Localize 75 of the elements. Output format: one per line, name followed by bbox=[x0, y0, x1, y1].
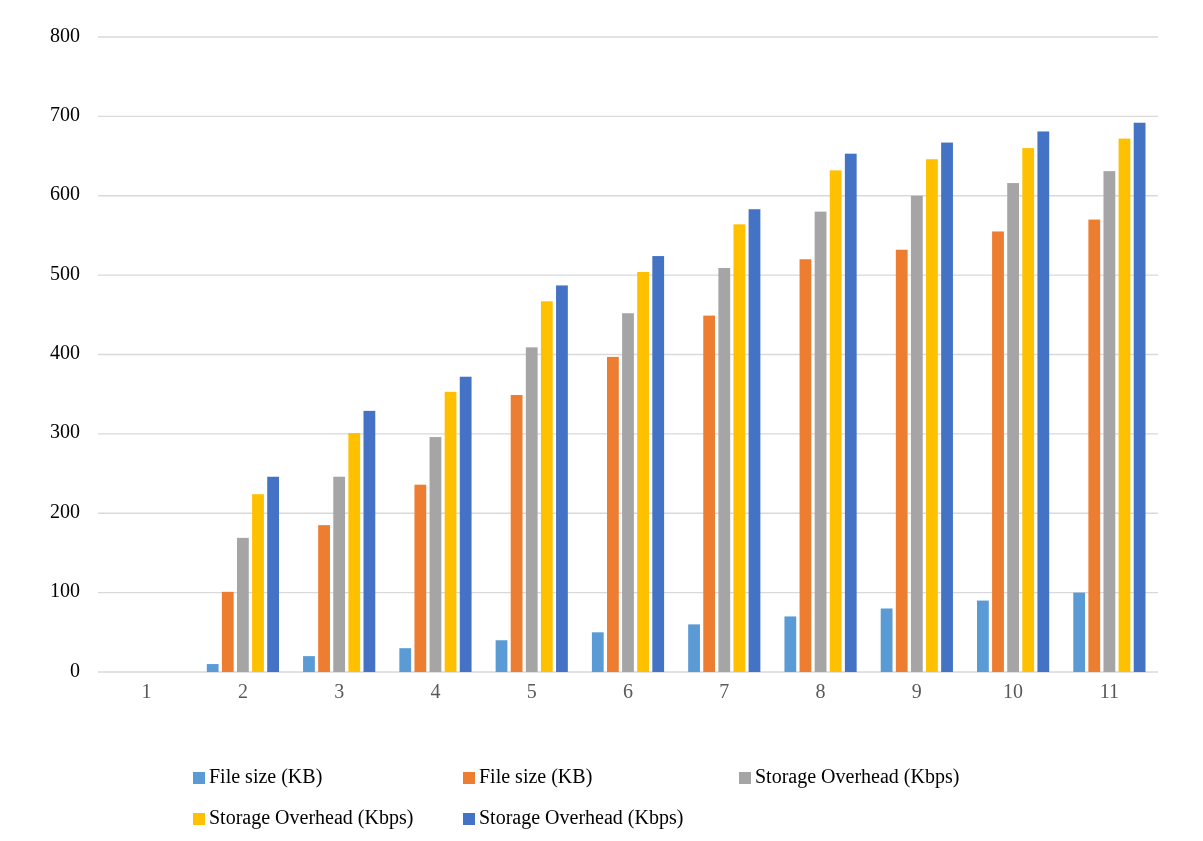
bar bbox=[429, 437, 442, 672]
x-tick-label: 10 bbox=[1003, 680, 1024, 702]
bar bbox=[206, 664, 219, 672]
bar bbox=[799, 259, 812, 672]
legend-label: File size (KB) bbox=[479, 764, 593, 788]
y-tick-label: 300 bbox=[50, 420, 80, 443]
bar bbox=[784, 616, 797, 672]
bar bbox=[333, 476, 346, 672]
bar bbox=[1007, 183, 1019, 672]
bar bbox=[880, 608, 893, 672]
bar bbox=[941, 142, 953, 672]
legend-label: Storage Overhead (Kbps) bbox=[209, 805, 414, 829]
bar bbox=[252, 494, 264, 672]
bar bbox=[910, 195, 923, 672]
bar bbox=[992, 231, 1004, 672]
bar bbox=[399, 648, 412, 672]
bar bbox=[591, 632, 604, 672]
x-tick-label: 8 bbox=[815, 680, 826, 702]
bar bbox=[637, 271, 649, 672]
legend-label: Storage Overhead (Kbps) bbox=[755, 764, 960, 788]
x-tick-label: 6 bbox=[623, 680, 633, 702]
bar bbox=[495, 640, 508, 672]
bar bbox=[688, 624, 700, 672]
bar bbox=[510, 394, 523, 672]
bar bbox=[607, 356, 619, 672]
bar bbox=[459, 376, 472, 672]
bar bbox=[814, 211, 827, 672]
x-tick-label: 11 bbox=[1099, 680, 1120, 702]
bar bbox=[652, 256, 665, 672]
bar bbox=[718, 267, 731, 672]
bar bbox=[318, 525, 330, 672]
bar bbox=[237, 537, 249, 672]
y-tick-label: 500 bbox=[50, 261, 80, 284]
bar bbox=[414, 484, 427, 672]
x-tick-label: 7 bbox=[719, 680, 730, 702]
y-tick-label: 0 bbox=[70, 658, 80, 681]
y-tick-label: 100 bbox=[50, 579, 80, 602]
bar bbox=[444, 391, 457, 672]
bar bbox=[844, 153, 857, 672]
bar bbox=[1103, 171, 1116, 672]
y-tick-label: 700 bbox=[50, 102, 80, 125]
bar bbox=[622, 313, 634, 672]
x-tick-label: 5 bbox=[526, 680, 537, 702]
x-tick-label: 9 bbox=[911, 680, 922, 702]
bar bbox=[748, 209, 761, 672]
bar bbox=[703, 315, 716, 672]
y-tick-label: 400 bbox=[50, 341, 80, 364]
legend-label: Storage Overhead (Kbps) bbox=[479, 805, 684, 829]
bar bbox=[267, 476, 279, 672]
bar bbox=[303, 656, 315, 672]
y-tick-label: 600 bbox=[50, 182, 80, 205]
bar bbox=[1133, 122, 1146, 672]
x-tick-label: 4 bbox=[430, 680, 441, 702]
bar bbox=[1037, 131, 1050, 672]
y-tick-label: 200 bbox=[50, 499, 80, 522]
bar bbox=[977, 600, 989, 672]
bar bbox=[221, 591, 234, 672]
y-tick-label: 800 bbox=[50, 23, 80, 46]
bar bbox=[363, 410, 376, 672]
bar bbox=[733, 224, 746, 672]
bar bbox=[829, 170, 842, 672]
x-tick-label: 3 bbox=[334, 680, 345, 702]
bar bbox=[540, 301, 553, 672]
bar bbox=[525, 347, 538, 672]
bar bbox=[1022, 148, 1035, 672]
bar bbox=[1088, 219, 1101, 672]
legend-label: File size (KB) bbox=[209, 764, 323, 788]
x-tick-label: 2 bbox=[237, 680, 248, 702]
bar bbox=[1118, 138, 1131, 672]
x-tick-label: 1 bbox=[141, 680, 152, 702]
bar bbox=[348, 433, 361, 672]
bar bbox=[1073, 592, 1086, 672]
bar bbox=[556, 285, 568, 672]
bar bbox=[895, 249, 908, 672]
bar bbox=[926, 159, 938, 672]
